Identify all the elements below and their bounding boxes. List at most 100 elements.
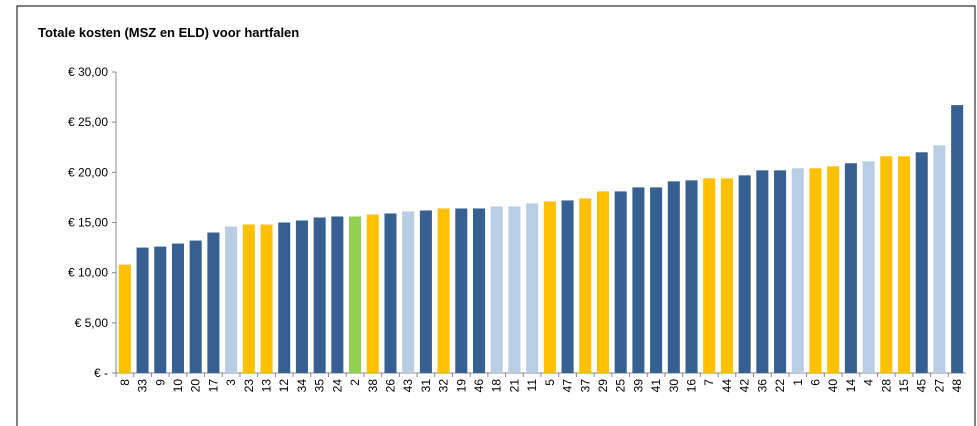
x-tick-label: 24: [330, 379, 344, 393]
bar: [349, 216, 362, 373]
bar: [242, 224, 255, 373]
bar: [844, 163, 857, 373]
x-tick-label: 29: [596, 379, 610, 393]
x-tick-label: 12: [277, 379, 291, 393]
x-tick-label: 19: [454, 379, 468, 393]
bar: [508, 206, 521, 373]
x-tick-label: 31: [419, 379, 433, 393]
x-tick-label: 11: [525, 379, 539, 392]
x-tick-label: 48: [950, 379, 964, 393]
bar: [827, 166, 840, 373]
bar: [402, 211, 415, 373]
x-tick-label: 15: [897, 379, 911, 393]
x-tick-label: 10: [171, 379, 185, 393]
x-tick-label: 44: [720, 379, 734, 393]
bar: [632, 187, 645, 373]
x-tick-label: 36: [755, 379, 769, 393]
bar: [260, 224, 273, 373]
bar: [561, 200, 574, 373]
bar: [898, 156, 911, 373]
bar: [295, 220, 308, 373]
bar: [915, 152, 928, 373]
y-tick-label: € 10,00: [68, 266, 108, 280]
x-tick-label: 8: [118, 379, 132, 386]
x-tick-label: 18: [490, 379, 504, 393]
bar: [614, 191, 627, 373]
x-tick-label: 38: [366, 379, 380, 393]
x-tick-label: 26: [383, 379, 397, 393]
bar: [225, 226, 238, 373]
x-tick-label: 40: [826, 379, 840, 393]
x-tick-label: 23: [242, 379, 256, 393]
y-tick-label: € 30,00: [68, 65, 108, 79]
y-tick-label: € 25,00: [68, 115, 108, 129]
bar: [756, 170, 769, 373]
y-tick-label: € 5,00: [75, 316, 109, 330]
x-tick-label: 28: [879, 379, 893, 393]
bar: [809, 168, 822, 373]
bar: [207, 232, 220, 373]
x-tick-label: 9: [153, 379, 167, 386]
x-tick-label: 27: [932, 379, 946, 393]
bar: [543, 201, 556, 373]
x-tick-label: 6: [808, 379, 822, 386]
bar: [703, 178, 716, 373]
bar: [366, 214, 379, 373]
bar: [278, 222, 291, 373]
x-tick-label: 5: [543, 379, 557, 386]
y-tick-label: € 15,00: [68, 216, 108, 230]
chart-frame: [16, 5, 976, 426]
chart-title: Totale kosten (MSZ en ELD) voor hartfale…: [38, 25, 299, 40]
bar: [774, 170, 787, 373]
bar: [880, 156, 893, 373]
x-tick-label: 16: [685, 379, 699, 393]
bar: [951, 105, 964, 374]
bar: [331, 216, 344, 373]
bar: [437, 208, 450, 373]
x-tick-label: 37: [578, 379, 592, 393]
x-tick-label: 43: [401, 379, 415, 393]
bar: [526, 203, 539, 373]
x-tick-label: 30: [667, 379, 681, 393]
x-tick-label: 42: [738, 379, 752, 393]
x-tick-label: 32: [437, 379, 451, 393]
x-tick-label: 21: [507, 379, 521, 393]
bar: [189, 240, 202, 373]
bar: [473, 208, 486, 373]
bar: [384, 213, 397, 373]
bar: [933, 145, 946, 373]
x-tick-label: 39: [631, 379, 645, 393]
bar: [579, 198, 592, 373]
x-tick-label: 41: [649, 379, 663, 393]
bar: [419, 210, 432, 373]
x-tick-label: 17: [206, 379, 220, 393]
x-tick-label: 45: [915, 379, 929, 393]
x-tick-label: 2: [348, 379, 362, 386]
bar: [118, 264, 131, 373]
bar: [685, 180, 698, 373]
bar: [136, 247, 149, 373]
x-tick-label: 47: [561, 379, 575, 393]
x-tick-label: 7: [702, 379, 716, 386]
x-tick-label: 20: [189, 379, 203, 393]
bar: [667, 181, 680, 373]
x-tick-label: 13: [260, 379, 274, 393]
x-tick-label: 46: [472, 379, 486, 393]
x-tick-label: 3: [224, 379, 238, 386]
bar: [154, 246, 167, 373]
x-tick-label: 1: [791, 379, 805, 386]
x-tick-label: 4: [862, 379, 876, 386]
bar: [455, 208, 468, 373]
y-tick-label: € 20,00: [68, 165, 108, 179]
bar: [596, 191, 609, 373]
bar: [313, 217, 326, 373]
x-tick-label: 34: [295, 379, 309, 393]
x-tick-label: 33: [136, 379, 150, 393]
bar: [720, 178, 733, 373]
x-tick-label: 25: [614, 379, 628, 393]
bar: [171, 243, 184, 373]
x-tick-label: 22: [773, 379, 787, 393]
bar: [490, 206, 503, 373]
